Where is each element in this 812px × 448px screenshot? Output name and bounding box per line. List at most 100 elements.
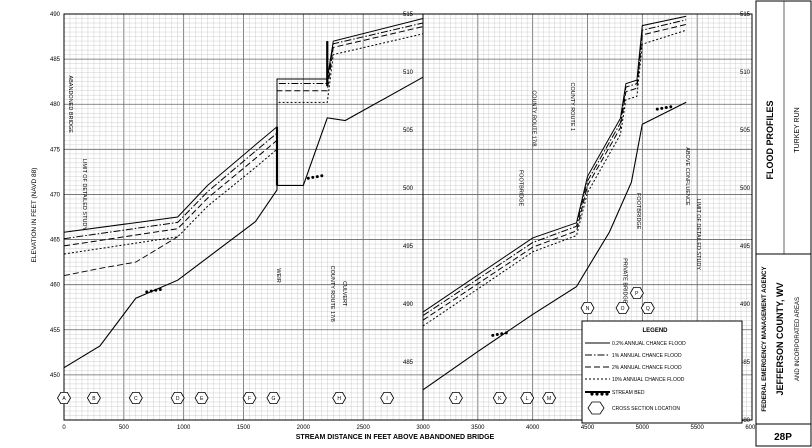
y-tick-label-right: 495 — [740, 244, 751, 250]
structure-label: PRIVATE BRIDGE — [622, 258, 628, 304]
cross-section-hexagon — [629, 286, 644, 300]
y-tick-label-left: 470 — [50, 192, 61, 198]
stream-bed-marker — [655, 107, 659, 111]
x-tick-label: 500 — [119, 425, 130, 431]
left-panel-grid — [63, 13, 424, 421]
flood-profile-series — [63, 15, 687, 391]
cross-section-hexagon — [380, 391, 395, 405]
structure-label: ABOVE CONFLUENCE — [684, 147, 690, 206]
y-tick-label-mid: 490 — [403, 302, 414, 308]
y-tick-label-right: 490 — [740, 302, 751, 308]
stream-bed-marker — [149, 289, 153, 293]
cross-section-label: B — [92, 396, 96, 402]
x-tick-label: 3500 — [471, 425, 485, 431]
structure-label: FOOTBRIDGE — [518, 170, 524, 207]
legend-item-f2: 2% ANNUAL CHANCE FLOOD — [612, 365, 682, 371]
cross-section-label: F — [248, 396, 251, 402]
stream-bed-marker — [158, 287, 162, 291]
cross-section-hexagon — [492, 391, 507, 405]
structure-label: FOOTBRIDGE — [635, 193, 641, 230]
series-bed-right — [422, 101, 687, 391]
structure-label: WEIR — [275, 268, 281, 282]
cross-section-hexagon — [448, 391, 463, 405]
legend-box: LEGEND 0.2% ANNUAL CHANCE FLOOD 1% ANNUA… — [581, 320, 743, 424]
stream-bed-marker — [504, 331, 508, 335]
axis-ticks: 0 500 1000 1500 2000 2500 3000 3500 4000 4500 5000… — [50, 12, 759, 431]
stream-bed-marker — [660, 106, 664, 110]
y-tick-label-left: 450 — [50, 373, 61, 379]
x-tick-label: 1000 — [177, 425, 191, 431]
cross-section-label: J — [455, 396, 458, 402]
legend-item-bed: STREAM BED — [612, 390, 645, 396]
stream-bed-marker — [669, 105, 673, 109]
x-tick-label: 2000 — [297, 425, 311, 431]
cross-section-label: I — [386, 396, 387, 402]
cross-section-label: G — [271, 396, 275, 402]
sheet-number: 28P — [774, 432, 792, 443]
cross-section-hexagon — [615, 301, 630, 315]
y-tick-label-mid: 500 — [403, 186, 414, 192]
series-f_extra-left — [63, 236, 178, 277]
cross-section-hexagon — [266, 391, 281, 405]
cross-section-hexagon — [542, 391, 557, 405]
cross-section-hexagon — [332, 391, 347, 405]
y-tick-label-right: 505 — [740, 128, 751, 134]
stream-bed-marker — [320, 174, 324, 178]
stream-bed-marker — [154, 288, 158, 292]
x-tick-label: 0 — [62, 425, 66, 431]
legend-item-xs: CROSS SECTION LOCATION — [612, 406, 680, 412]
structure-label: COUNTY ROUTE 17/8 — [531, 90, 537, 146]
x-tick-label: 4000 — [526, 425, 540, 431]
y-tick-label-right: 515 — [740, 12, 751, 18]
y-tick-label-mid: 505 — [403, 128, 414, 134]
y-tick-label-left: 480 — [50, 102, 61, 108]
cross-section-label: N — [586, 306, 590, 312]
cross-section-hexagon — [640, 301, 655, 315]
cross-section-hexagon — [57, 391, 71, 405]
stream-bed-marker — [315, 175, 319, 179]
x-tick-label: 2500 — [356, 425, 370, 431]
legend-stream-bed-symbol — [590, 392, 609, 396]
title-block-areas: AND INCORPORATED AREAS — [795, 297, 801, 381]
cross-section-hexagon — [194, 391, 209, 405]
series-f2-right — [422, 23, 687, 321]
stream-bed-marker — [495, 333, 499, 337]
y-tick-label-right: 510 — [740, 70, 751, 76]
y-tick-label-left: 455 — [50, 328, 61, 334]
structure-annotations: ABANDONED BRIDGE LIMIT OF DETAILED STUDY W… — [67, 75, 701, 321]
stream-bed-marker — [145, 290, 149, 294]
title-block-title: FLOOD PROFILES — [765, 100, 775, 179]
structure-label: LIMIT OF DETAILED STUDY — [695, 199, 701, 271]
x-tick-label: 5500 — [690, 425, 704, 431]
cross-section-label: O — [621, 306, 625, 312]
cross-section-label: M — [547, 396, 551, 402]
y-axis-label: ELEVATION IN FEET (NAVD 88) — [31, 168, 38, 263]
x-axis-label: STREAM DISTANCE IN FEET ABOVE ABANDONED … — [296, 434, 495, 441]
structure-label: LIMIT OF DETAILED STUDY — [81, 159, 87, 231]
title-block-agency: FEDERAL EMERGENCY MANAGEMENT AGENCY — [761, 265, 768, 411]
cross-section-label: E — [200, 396, 204, 402]
y-tick-label-mid: 515 — [403, 12, 414, 18]
structure-label: CULVERT — [341, 281, 347, 307]
cross-section-label: D — [176, 396, 180, 402]
x-tick-label: 5000 — [636, 425, 650, 431]
series-f1-left — [63, 22, 424, 240]
y-tick-label-mid: 495 — [403, 244, 414, 250]
cross-section-hexagon — [520, 391, 535, 405]
stream-bed-marker — [664, 106, 668, 110]
x-tick-label: 4500 — [581, 425, 595, 431]
stream-bed-marker — [311, 175, 315, 179]
stream-bed-marker — [491, 333, 495, 337]
cross-section-label: C — [134, 396, 138, 402]
series-f10-left — [63, 33, 424, 255]
legend-item-f10: 10% ANNUAL CHANCE FLOOD — [612, 377, 685, 383]
y-tick-label-left: 485 — [50, 57, 61, 63]
cross-section-label: P — [635, 291, 639, 297]
y-tick-label-left: 465 — [50, 238, 61, 244]
cross-section-label: A — [62, 396, 66, 402]
cross-section-label: Q — [646, 306, 650, 312]
title-block: FLOOD PROFILES TURKEY RUN FEDERAL EMERGE… — [755, 0, 812, 447]
x-tick-label: 1500 — [237, 425, 251, 431]
legend-hexagon-icon — [587, 401, 605, 415]
